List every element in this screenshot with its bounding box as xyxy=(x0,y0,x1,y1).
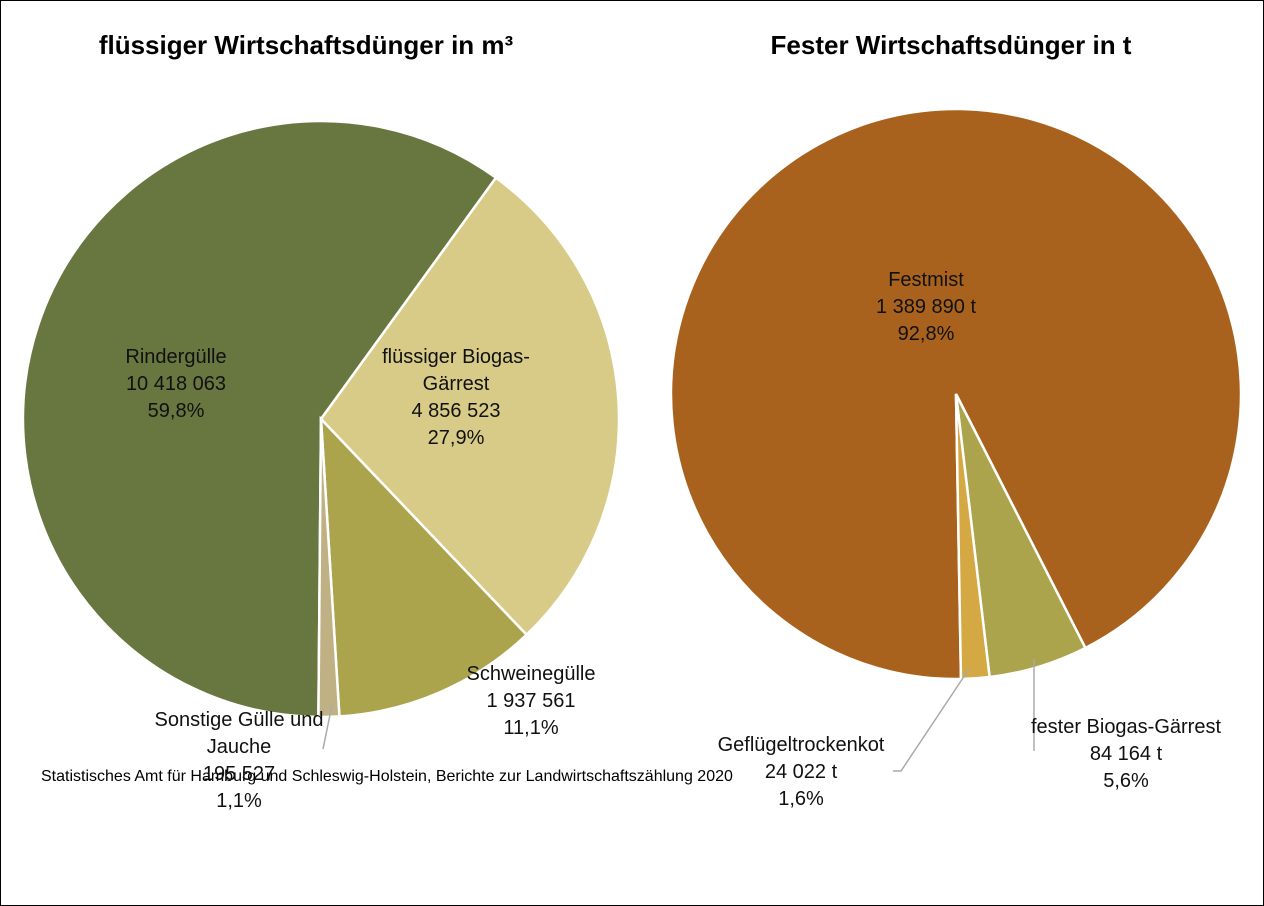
chart-title: Fester Wirtschaftsdünger in t xyxy=(770,30,1132,60)
percent-label: 5,6% xyxy=(1103,770,1149,792)
value-label: 1 389 890 t xyxy=(875,296,977,318)
category-label: Rindergülle xyxy=(125,346,227,368)
leader-line xyxy=(893,668,970,772)
leader-line xyxy=(322,704,333,750)
category-label: flüssiger Biogas-Gärrest xyxy=(382,346,530,395)
value-label: 1 937 561 xyxy=(486,690,576,712)
source: Statistisches Amt für Hamburg und Schles… xyxy=(41,768,733,785)
value-label: 195 527 xyxy=(202,763,276,785)
data-label: Schweinegülle 1 937 561 11,1% xyxy=(431,661,631,742)
pie-slice xyxy=(319,176,621,637)
data-label: flüssiger Biogas-Gärrest 4 856 523 27,9% xyxy=(376,344,536,452)
data-label: Geflügeltrockenkot 24 022 t 1,6% xyxy=(681,732,921,813)
percent-label: 1,6% xyxy=(778,788,824,810)
value-label: 10 418 063 xyxy=(125,373,227,395)
chart-title: flüssiger Wirtschaftsdünger in m³ xyxy=(98,30,514,60)
pie-slice xyxy=(21,119,498,719)
value-label: 84 164 t xyxy=(1089,743,1163,765)
percent-label: 11,1% xyxy=(503,717,559,739)
category-label: Geflügeltrockenkot xyxy=(717,734,885,756)
pie-slice xyxy=(319,415,529,718)
percent-label: 92,8% xyxy=(897,323,955,345)
percent-label: 27,9% xyxy=(427,427,485,449)
percent-label: 59,8% xyxy=(147,400,205,422)
category-label: Schweinegülle xyxy=(466,663,596,685)
value-label: 24 022 t xyxy=(764,761,838,783)
value-label: 4 856 523 xyxy=(411,400,501,422)
category-label: Festmist xyxy=(888,269,964,291)
data-label: Rindergülle 10 418 063 59,8% xyxy=(76,344,276,425)
percent-label: 1,1% xyxy=(216,790,262,812)
category-label: Sonstige Gülle und Jauche xyxy=(154,709,324,758)
category-label: fester Biogas-Gärrest xyxy=(1030,716,1222,738)
data-label: Sonstige Gülle und Jauche 195 527 1,1% xyxy=(144,707,334,815)
data-label: Festmist 1 389 890 t 92,8% xyxy=(826,267,1026,348)
pie-slice xyxy=(954,393,991,681)
data-label: fester Biogas-Gärrest 84 164 t 5,6% xyxy=(986,714,1263,795)
